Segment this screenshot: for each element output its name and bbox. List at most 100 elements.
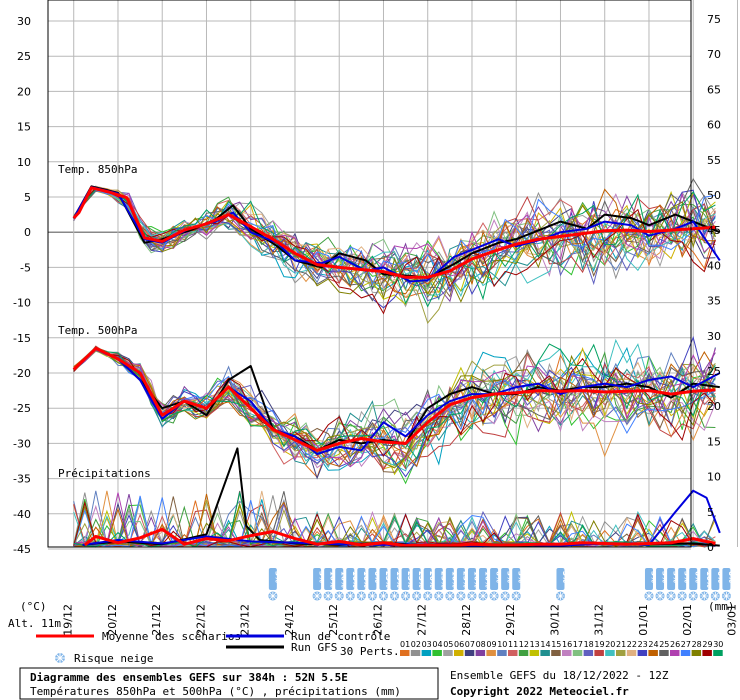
snow-risk-bar [313,568,322,590]
legend-snow-label: Risque neige [74,652,153,665]
pert-number: 06 [454,640,464,649]
snow-risk-bar [700,568,709,590]
snow-risk-marker: 23% [456,568,469,601]
snow-risk-marker: 10% [699,568,713,601]
left-tick-label: -30 [13,437,31,450]
pert-swatch [410,650,421,656]
snow-risk-bar [501,568,510,590]
date-tick-label: 30/12 [548,604,561,636]
pert-number: 21 [616,640,626,649]
right-tick-label: 20 [707,400,721,413]
altitude-label: Alt. 11m [8,617,61,630]
right-axis-unit: (mm) [708,600,735,613]
snow-risk-marker: 6% [367,568,381,601]
pert-number: 02 [411,640,421,649]
pert-swatch [508,650,518,656]
perturbation-series [73,177,716,548]
snow-risk-pct: 6% [495,571,503,583]
pert-swatch [583,650,594,656]
pert-number: 01 [400,640,410,649]
snow-risk-bar [644,568,653,590]
snow-risk-pct: 16% [362,571,370,588]
pert-number: 14 [540,640,550,649]
left-tick-label: -5 [20,261,31,274]
snow-risk-bar [656,568,665,590]
snow-risk-marker: 16% [356,568,370,601]
pert-number: 15 [551,640,561,649]
run-info: Ensemble GEFS du 18/12/2022 - 12Z [450,669,669,682]
right-tick-label: 40 [707,259,721,272]
snow-risk-bar [335,568,344,590]
snowflake-glyph [722,592,731,600]
pert-swatch [562,650,572,656]
snow-risk-bar [479,568,488,590]
copyright: Copyright 2022 Meteociel.fr [450,685,629,698]
right-tick-label: 10 [707,471,721,484]
snowflake-glyph [401,592,410,600]
pert-number: 11 [508,640,518,649]
pert-swatch [529,650,540,656]
snowflake-glyph [678,592,687,600]
plot-border [47,0,692,548]
snow-risk-pct: 3% [661,571,669,583]
left-tick-label: -10 [13,297,31,310]
pert-number: 05 [443,640,453,649]
snow-risk-marker: 16% [334,568,348,601]
main-series [72,185,721,548]
snow-risk-marker: 3% [666,568,680,601]
pert-number: 12 [519,640,529,649]
snow-risk-pct: 3% [672,571,680,583]
pert-number: 29 [702,640,712,649]
snowflake-glyph [346,592,355,600]
date-tick-label: 02/01 [681,604,694,636]
snowflake-glyph [423,592,432,600]
right-tick-label: 5 [707,506,714,519]
pert-swatch [475,650,486,656]
right-tick-label: 25 [707,365,721,378]
snow-risk-pct: 16% [351,571,359,588]
date-tick-label: 20/12 [106,604,119,636]
snowflake-glyph [556,592,565,600]
snow-risk-bar [412,568,421,590]
pert-swatch [594,650,604,656]
pert-swatch [486,650,496,656]
pert-swatch [421,650,432,656]
snowflake-glyph [667,592,676,600]
legend-control-label: Run de contrôle [291,630,390,643]
snow-risk-bar [379,568,388,590]
snow-risk-bar [324,568,333,590]
pert-line-t850 [73,189,716,308]
snow-risk-marker: 3% [511,568,525,601]
pert-swatch [400,650,410,656]
pert-number: 17 [573,640,583,649]
snow-risk-marker: 3% [312,568,326,601]
right-tick-label: 35 [707,295,721,308]
pert-swatch [497,650,507,656]
snowflake-glyph [412,592,421,600]
right-tick-label: 15 [707,435,721,448]
snow-risk-bar [423,568,432,590]
t850-panel-label: Temp. 850hPa [58,163,137,176]
legend-gfs-label: Run GFS [291,641,337,654]
snow-risk-bar [689,568,698,590]
precip-panel-label: Précipitations [58,467,151,480]
pert-number: 10 [497,640,507,649]
snow-risk-pct: 6% [694,571,702,583]
snowflake-glyph [479,592,488,600]
mean-line-t500 [72,346,716,452]
snow-risk-bar [711,568,720,590]
pert-swatch [551,650,561,656]
snow-risk-bar [556,568,565,590]
pert-number: 26 [670,640,680,649]
snow-risk-pct: 16% [340,571,348,588]
snow-risk-marker: 3% [500,568,514,601]
snow-risk-bar [678,568,687,590]
snow-risk-bar [512,568,521,590]
snow-risk-pct: 10% [705,571,713,588]
pert-number: 07 [465,640,475,649]
pert-swatch [637,650,648,656]
pert-number: 16 [562,640,572,649]
snow-risk-marker: 3% [644,568,657,601]
left-tick-label: 25 [17,50,31,63]
